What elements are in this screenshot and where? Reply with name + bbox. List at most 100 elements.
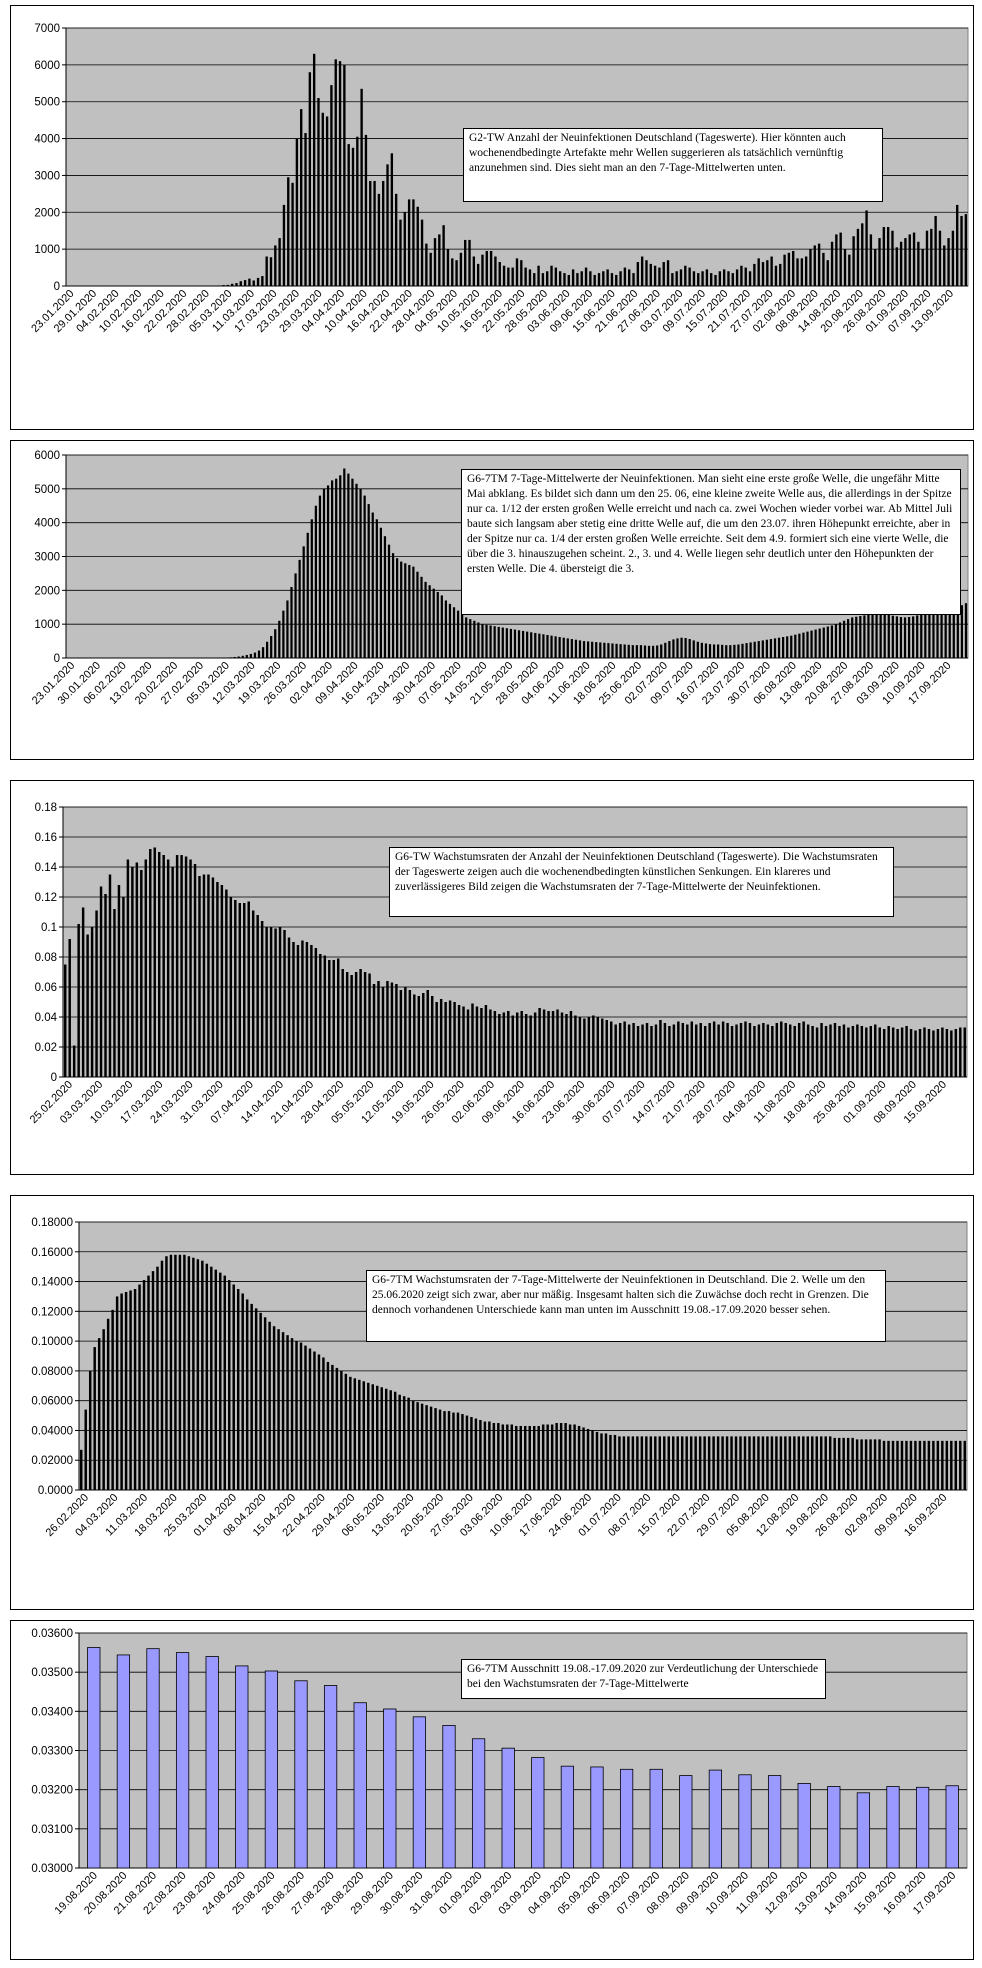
bar (233, 656, 236, 658)
bar (663, 1023, 667, 1077)
bar (369, 180, 372, 286)
bar (748, 271, 752, 286)
bar (90, 927, 94, 1077)
bar (291, 182, 294, 286)
bar (947, 238, 950, 286)
bar (229, 897, 233, 1077)
bar (116, 1654, 131, 1869)
bar (532, 1425, 536, 1490)
bar (556, 1009, 559, 1077)
bar (611, 643, 614, 658)
bar (796, 258, 799, 286)
bar (135, 862, 139, 1077)
bar (277, 1329, 280, 1490)
bar (679, 269, 683, 286)
bar (596, 1017, 600, 1077)
bar (740, 265, 743, 286)
bar (534, 632, 537, 658)
bar (562, 637, 565, 658)
bar (855, 616, 858, 658)
bar (627, 1436, 630, 1490)
bar (322, 488, 326, 658)
bar (582, 641, 586, 658)
bar (151, 1271, 155, 1490)
bar (774, 265, 778, 286)
bar (95, 910, 98, 1077)
bar (744, 1021, 747, 1077)
bar (730, 1026, 734, 1077)
bar (498, 1014, 501, 1077)
bar (797, 1782, 811, 1869)
bar (120, 1293, 123, 1490)
bar (921, 249, 924, 286)
y-tick-label: 0.06000 (31, 1396, 73, 1408)
y-tick-label: 0.12 (35, 892, 57, 904)
bar (793, 1436, 796, 1490)
bar (351, 147, 355, 286)
bar (895, 247, 898, 286)
bar (411, 1400, 415, 1490)
bar (353, 1702, 367, 1869)
bar (817, 243, 821, 286)
bar (502, 265, 506, 286)
bar (403, 212, 406, 286)
bar (251, 910, 255, 1077)
bar (328, 960, 331, 1077)
bar (296, 945, 300, 1077)
bar (373, 180, 376, 286)
bar (546, 1424, 549, 1490)
bar (124, 1291, 128, 1490)
bar (371, 512, 374, 658)
bar (710, 273, 713, 286)
bar (68, 939, 71, 1077)
bar (842, 1024, 846, 1077)
bar (178, 1254, 182, 1490)
bar (541, 273, 545, 286)
bar (950, 1440, 953, 1490)
bar (631, 1436, 635, 1490)
bar (210, 1266, 213, 1490)
bar (614, 1024, 617, 1077)
bar (864, 1439, 868, 1490)
bar (387, 544, 391, 658)
bar (565, 1014, 568, 1077)
bar (963, 1027, 966, 1077)
bar (606, 269, 609, 286)
bar (257, 650, 261, 658)
bar (334, 59, 337, 286)
bar (941, 1027, 944, 1077)
bar (917, 241, 920, 286)
bar (663, 1436, 666, 1490)
bar (716, 1436, 720, 1490)
bar (433, 238, 437, 286)
bar (229, 657, 232, 658)
bar (338, 61, 342, 286)
bar (869, 1026, 873, 1077)
bar (554, 267, 558, 286)
bar (299, 1342, 303, 1490)
bar (550, 635, 553, 658)
bar (739, 1023, 743, 1077)
bar (305, 942, 309, 1077)
bar (459, 252, 463, 286)
bar (448, 603, 452, 658)
bar (558, 271, 562, 286)
bar (343, 64, 346, 286)
bar (570, 639, 573, 658)
bar (278, 238, 281, 286)
bar (794, 634, 797, 658)
bar (380, 1387, 383, 1490)
bar (408, 990, 412, 1077)
bar (932, 1030, 935, 1077)
bar (408, 564, 411, 658)
bar (712, 1021, 716, 1077)
bar (133, 1289, 137, 1490)
bar (766, 1024, 770, 1077)
bar (506, 1424, 509, 1490)
bar (583, 1018, 586, 1077)
bar (636, 262, 640, 286)
bar (175, 1652, 190, 1869)
bar (672, 1024, 676, 1077)
bar (515, 1425, 518, 1490)
bar (108, 874, 112, 1077)
